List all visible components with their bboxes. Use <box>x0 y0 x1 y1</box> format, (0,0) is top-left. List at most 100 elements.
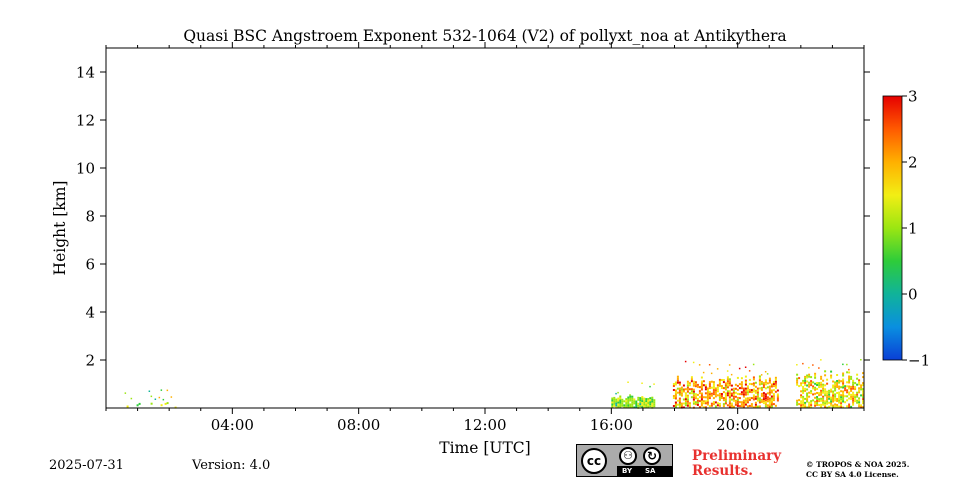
heatmap-cell <box>682 384 685 387</box>
heatmap-cell <box>744 387 747 390</box>
heatmap-cell <box>774 378 777 381</box>
heatmap-cell <box>820 375 823 378</box>
heatmap-cell <box>740 387 743 390</box>
heatmap-cell <box>800 400 803 403</box>
heatmap-cell <box>623 400 626 403</box>
heatmap-cell <box>830 388 833 391</box>
heatmap-cell <box>806 374 809 377</box>
heatmap-cell <box>836 400 839 402</box>
heatmap-cell <box>802 399 805 402</box>
heatmap-cell <box>774 390 777 393</box>
heatmap-cell <box>649 399 652 402</box>
heatmap-cell <box>804 397 807 400</box>
heatmap-cell <box>714 389 717 392</box>
heatmap-cell <box>760 374 763 376</box>
heatmap-cell <box>798 385 801 388</box>
heatmap-cell <box>840 396 843 399</box>
heatmap-cells <box>124 359 865 409</box>
heatmap-cell <box>714 401 717 404</box>
heatmap-cell <box>722 381 725 384</box>
heatmap-cell <box>738 387 741 390</box>
heatmap-cell <box>728 380 731 383</box>
heatmap-cell <box>858 381 861 384</box>
heatmap-cell <box>756 395 759 398</box>
heatmap-cell <box>768 401 771 404</box>
heatmap-cell <box>742 401 745 404</box>
heatmap-cell <box>728 364 731 366</box>
heatmap-cell <box>820 399 823 402</box>
heatmap-cell <box>684 360 687 363</box>
heatmap-cell <box>744 401 747 404</box>
heatmap-cell <box>746 401 749 404</box>
heatmap-cell <box>712 385 715 388</box>
y-axis: 2 4 6 8 10 12 14 <box>76 64 870 370</box>
heatmap-cell <box>758 375 761 378</box>
heatmap-cell <box>754 395 757 398</box>
heatmap-cell <box>678 405 681 408</box>
heatmap-cell <box>720 393 723 395</box>
heatmap-cell <box>848 381 851 384</box>
heatmap-cell <box>718 394 721 397</box>
heatmap-cell <box>836 398 839 400</box>
heatmap-cell <box>619 395 622 398</box>
heatmap-cell <box>854 400 857 403</box>
heatmap-cell <box>611 397 614 400</box>
heatmap-cell <box>770 397 773 400</box>
heatmap-cell <box>808 375 811 378</box>
date-label: 2025-07-31 <box>49 458 124 473</box>
heatmap-cell <box>716 386 719 389</box>
heatmap-cell <box>649 385 651 388</box>
heatmap-cell <box>706 403 709 406</box>
heatmap-cell <box>631 397 634 400</box>
heatmap-cell <box>836 374 839 376</box>
heatmap-cell <box>625 402 628 405</box>
heatmap-cell <box>752 388 755 391</box>
heatmap-cell <box>712 389 715 392</box>
heatmap-cell <box>742 405 745 408</box>
heatmap-cell <box>696 383 699 386</box>
heatmap-cell <box>848 405 851 408</box>
heatmap-cell <box>754 381 757 384</box>
heatmap-cell <box>756 399 759 402</box>
heatmap-cell <box>842 382 845 385</box>
heatmap-cell <box>770 399 773 402</box>
heatmap-cell <box>746 385 749 388</box>
heatmap-cell <box>633 406 636 409</box>
heatmap-cell <box>762 396 765 399</box>
heatmap-cell <box>764 379 767 382</box>
heatmap-cell <box>826 400 829 403</box>
heatmap-cell <box>800 406 803 409</box>
heatmap-cell <box>824 390 827 393</box>
heatmap-cell <box>724 392 727 395</box>
heatmap-cell <box>619 397 622 400</box>
heatmap-cell <box>822 379 825 382</box>
heatmap-cell <box>844 387 847 390</box>
heatmap-cell <box>742 387 745 390</box>
heatmap-cell <box>694 385 697 388</box>
heatmap-cell <box>838 385 841 388</box>
heatmap-cell <box>840 390 843 393</box>
heatmap-cell <box>822 401 825 404</box>
heatmap-cell <box>726 384 729 387</box>
heatmap-cell <box>758 397 761 400</box>
heatmap-cell <box>768 403 771 406</box>
heatmap-cell <box>732 393 735 396</box>
heatmap-cell <box>742 391 745 394</box>
heatmap-cell <box>639 401 642 404</box>
share-alike-icon: ↻ <box>643 447 661 465</box>
heatmap-cell <box>812 393 815 396</box>
heatmap-cell <box>744 383 747 386</box>
heatmap-cell <box>651 402 654 405</box>
heatmap-cell <box>631 399 634 402</box>
heatmap-cell <box>824 402 827 405</box>
heatmap-cell <box>806 380 809 383</box>
heatmap-cell <box>810 406 813 409</box>
heatmap-cell <box>774 380 777 383</box>
heatmap-cell <box>764 371 767 373</box>
heatmap-cell <box>720 379 723 381</box>
heatmap-cell <box>702 402 705 405</box>
heatmap-cell <box>772 381 775 384</box>
heatmap-cell <box>766 373 769 375</box>
heatmap-cell <box>613 400 616 403</box>
heatmap-cell <box>762 392 765 395</box>
